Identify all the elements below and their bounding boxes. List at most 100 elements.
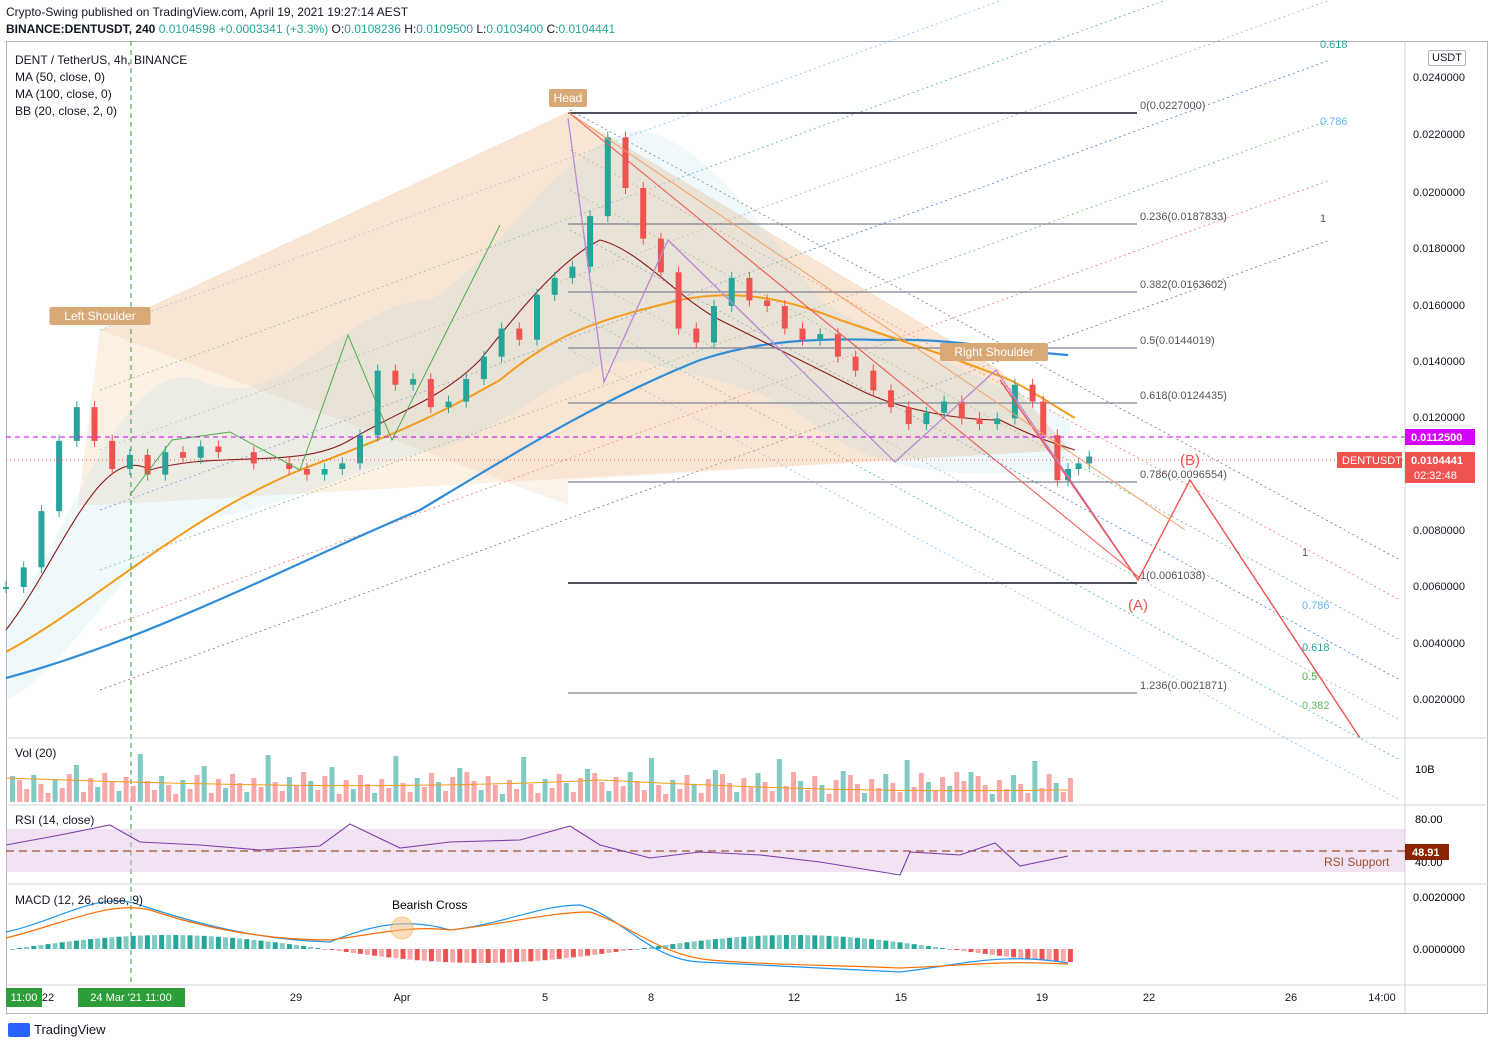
fan-line-down: [569, 269, 1401, 721]
chart-frame[interactable]: [6, 41, 1488, 1014]
volume-bar: [308, 781, 314, 802]
volume-bar: [691, 784, 697, 802]
volume-bar: [180, 780, 186, 802]
volume-tick-label: 10B: [1415, 764, 1435, 776]
time-tick-label: 26: [1285, 992, 1297, 1004]
volume-bar: [73, 765, 79, 802]
time-highlight-label: 11:00: [11, 992, 38, 1004]
head-shoulders-area: [78, 112, 1070, 505]
fan-label-down: 0.618: [1302, 642, 1330, 654]
open-value: 0.0108236: [344, 22, 401, 36]
macd-histogram-bar: [187, 935, 193, 949]
volume-bar: [578, 778, 583, 802]
volume-bar: [499, 794, 505, 802]
volume-bar: [918, 773, 924, 802]
macd-histogram-bar: [805, 935, 811, 949]
volume-bar: [322, 776, 328, 802]
macd-histogram-bar: [741, 936, 747, 949]
volume-bar: [769, 791, 775, 802]
macd-histogram-bar: [507, 949, 512, 963]
macd-histogram-bar: [208, 936, 214, 949]
volume-bar: [357, 775, 363, 802]
candle-body: [1040, 401, 1047, 436]
macd-histogram-bar: [954, 949, 960, 951]
macd-histogram-bar: [393, 949, 399, 959]
volume-bar: [343, 780, 349, 802]
wave-a-label: (A): [1128, 597, 1148, 614]
right-shoulder-label: Right Shoulder: [954, 345, 1033, 359]
currency-badge[interactable]: USDT: [1428, 50, 1466, 66]
candle-body: [852, 356, 859, 371]
macd-histogram-bar: [1025, 949, 1031, 959]
macd-histogram-bar: [471, 949, 477, 963]
volume-bar: [315, 790, 321, 802]
volume-bar: [1060, 792, 1066, 802]
macd-histogram-bar: [542, 949, 548, 961]
macd-histogram-bar: [450, 949, 456, 963]
legend-rsi: RSI (14, close): [15, 813, 95, 827]
macd-histogram-bar: [1067, 949, 1073, 963]
volume-bar: [989, 794, 995, 802]
head-label-bg: [549, 89, 587, 107]
neckline-price-text: 0.0112500: [1411, 432, 1462, 444]
time-tick-label: 29: [290, 992, 302, 1004]
macd-histogram-bar: [826, 935, 832, 949]
volume-bar: [144, 781, 150, 802]
fan-line-up: [99, 179, 1331, 631]
volume-bar: [95, 787, 101, 802]
macd-histogram-bar: [322, 949, 328, 950]
volume-bar: [776, 759, 782, 802]
macd-histogram-bar: [776, 935, 782, 949]
macd-histogram-bar: [989, 949, 995, 955]
macd-histogram-bar: [38, 945, 44, 949]
volume-bar: [542, 779, 548, 802]
volume-bar: [620, 786, 626, 802]
macd-histogram-bar: [301, 946, 307, 949]
macd-histogram-bar: [1004, 949, 1009, 957]
macd-histogram-bar: [933, 947, 938, 949]
left-shoulder-label-bg: [49, 307, 151, 325]
macd-histogram-bar: [95, 938, 101, 949]
macd-histogram-bar: [812, 935, 818, 949]
price-tick-label: 0.0040000: [1413, 638, 1465, 650]
right-triangle: [568, 112, 1070, 480]
volume-bar: [379, 779, 385, 802]
macd-histogram-bar: [315, 948, 321, 950]
symbol-badge-text: DENTUSDT: [1342, 455, 1402, 467]
macd-histogram-bar: [521, 949, 527, 962]
candle-body: [56, 440, 63, 512]
volume-bar: [272, 782, 278, 802]
fan-label-up: 0.618: [1320, 39, 1348, 51]
candle-body: [1054, 435, 1061, 481]
volume-bar: [223, 788, 228, 802]
macd-histogram-bar: [81, 939, 86, 949]
macd-histogram-bar: [606, 949, 612, 953]
projection-line: [999, 379, 1361, 739]
volume-bar: [862, 793, 867, 802]
wave-b-label: (B): [1180, 452, 1200, 469]
volume-bar: [258, 787, 264, 802]
volume-bar: [152, 790, 157, 802]
fan-label-up: 1: [1320, 213, 1326, 225]
ma100-line: [5, 338, 1069, 680]
candle-body: [587, 216, 594, 267]
macd-histogram-bar: [982, 949, 988, 954]
candle-body: [498, 328, 505, 357]
volume-bar: [436, 782, 441, 802]
volume-bar: [968, 772, 974, 802]
volume-bar: [940, 777, 946, 802]
tradingview-logo: TradingView: [8, 1022, 106, 1037]
macd-histogram-bar: [279, 943, 285, 949]
candle-body: [994, 418, 1001, 425]
signal-line: [5, 907, 1069, 969]
volume-bar: [712, 770, 718, 802]
macd-histogram-bar: [372, 949, 378, 956]
symbol-badge: [1337, 452, 1402, 468]
volume-bar: [833, 780, 839, 802]
legend-ma100: MA (100, close, 0): [15, 87, 112, 101]
time-highlight-badge: [78, 988, 185, 1007]
macd-histogram-bar: [734, 937, 740, 949]
macd-histogram-bar: [649, 946, 654, 949]
macd-histogram-bar: [308, 947, 314, 949]
